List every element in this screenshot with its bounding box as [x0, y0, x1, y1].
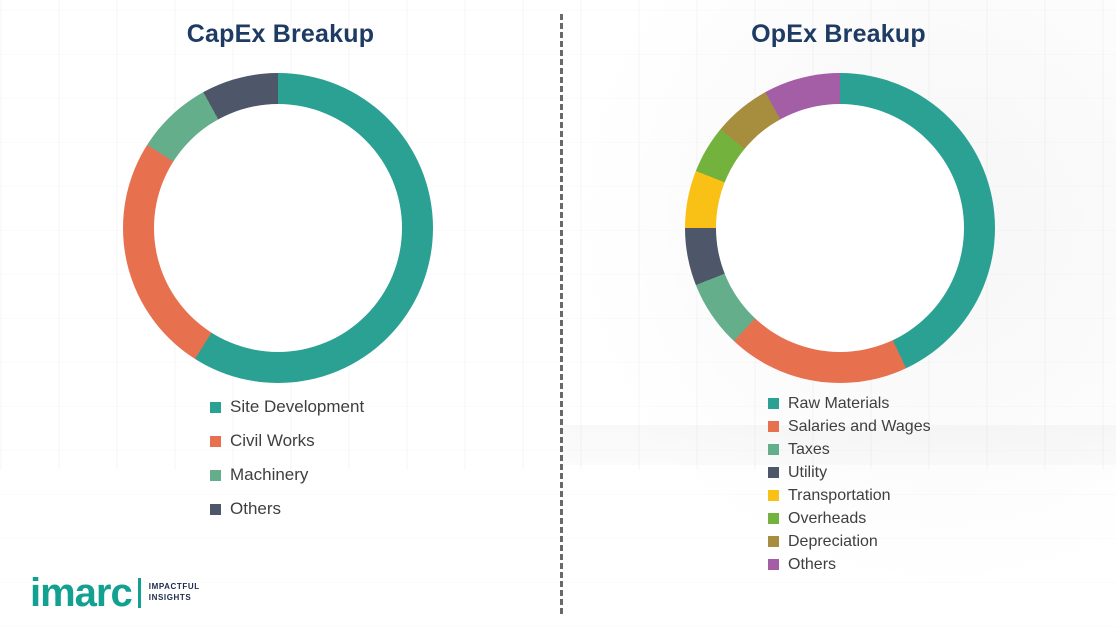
capex-chart-title: CapEx Breakup — [186, 20, 375, 48]
legend-label: Others — [788, 555, 837, 573]
legend-label: Civil Works — [230, 431, 315, 450]
legend-label: Depreciation — [788, 532, 878, 550]
legend-item: Depreciation — [768, 530, 931, 553]
legend-label: Transportation — [788, 486, 891, 504]
capex-donut-chart — [123, 73, 433, 383]
legend-color-marker — [768, 398, 779, 409]
legend-label: Overheads — [788, 509, 867, 527]
legend-item: Site Development — [210, 390, 364, 424]
legend-item: Salaries and Wages — [768, 415, 931, 438]
legend-label: Site Development — [230, 397, 365, 416]
legend-item: Machinery — [210, 458, 364, 492]
legend-color-marker — [768, 559, 779, 570]
legend-item: Raw Materials — [768, 392, 931, 415]
legend-color-marker — [210, 401, 221, 413]
opex-donut-chart — [685, 73, 995, 383]
legend-label: Raw Materials — [788, 394, 890, 412]
imarc-tagline-line1: IMPACTFUL — [148, 582, 200, 592]
legend-item: Others — [768, 553, 931, 576]
legend-item: Taxes — [768, 438, 931, 461]
legend-item: Transportation — [768, 484, 931, 507]
opex-panel: OpEx Breakup Raw Materials Salaries and W… — [561, 0, 1116, 627]
legend-label: Salaries and Wages — [788, 417, 931, 435]
opex-chart-title: OpEx Breakup — [751, 20, 926, 48]
legend-color-marker — [210, 469, 221, 481]
capex-panel: CapEx Breakup Site Development Civil Work… — [123, 20, 433, 526]
capex-donut-hole — [154, 104, 402, 352]
legend-color-marker — [210, 435, 221, 447]
opex-donut-hole — [716, 104, 964, 352]
center-dashed-divider — [560, 14, 563, 614]
legend-label: Machinery — [230, 465, 309, 484]
legend-item: Civil Works — [210, 424, 364, 458]
legend-color-marker — [768, 513, 779, 524]
imarc-logo: imarc IMPACTFUL INSIGHTS — [30, 573, 200, 613]
imarc-logo-wordmark: imarc — [30, 571, 133, 615]
capex-legend: Site Development Civil Works Machinery Othe… — [210, 390, 364, 526]
legend-item: Overheads — [768, 507, 931, 530]
legend-item: Utility — [768, 461, 931, 484]
legend-color-marker — [768, 536, 779, 547]
legend-color-marker — [768, 490, 779, 501]
legend-color-marker — [768, 421, 779, 432]
legend-color-marker — [768, 444, 779, 455]
opex-legend: Raw Materials Salaries and Wages Taxes Util… — [768, 392, 931, 576]
legend-label: Others — [230, 499, 282, 518]
imarc-logo-tagline: IMPACTFUL INSIGHTS — [149, 582, 200, 604]
legend-color-marker — [768, 467, 779, 478]
legend-label: Taxes — [788, 440, 830, 458]
legend-label: Utility — [788, 463, 828, 481]
legend-item: Others — [210, 492, 364, 526]
imarc-tagline-line2: INSIGHTS — [148, 593, 192, 602]
imarc-logo-divider — [137, 578, 141, 608]
legend-color-marker — [210, 503, 221, 515]
